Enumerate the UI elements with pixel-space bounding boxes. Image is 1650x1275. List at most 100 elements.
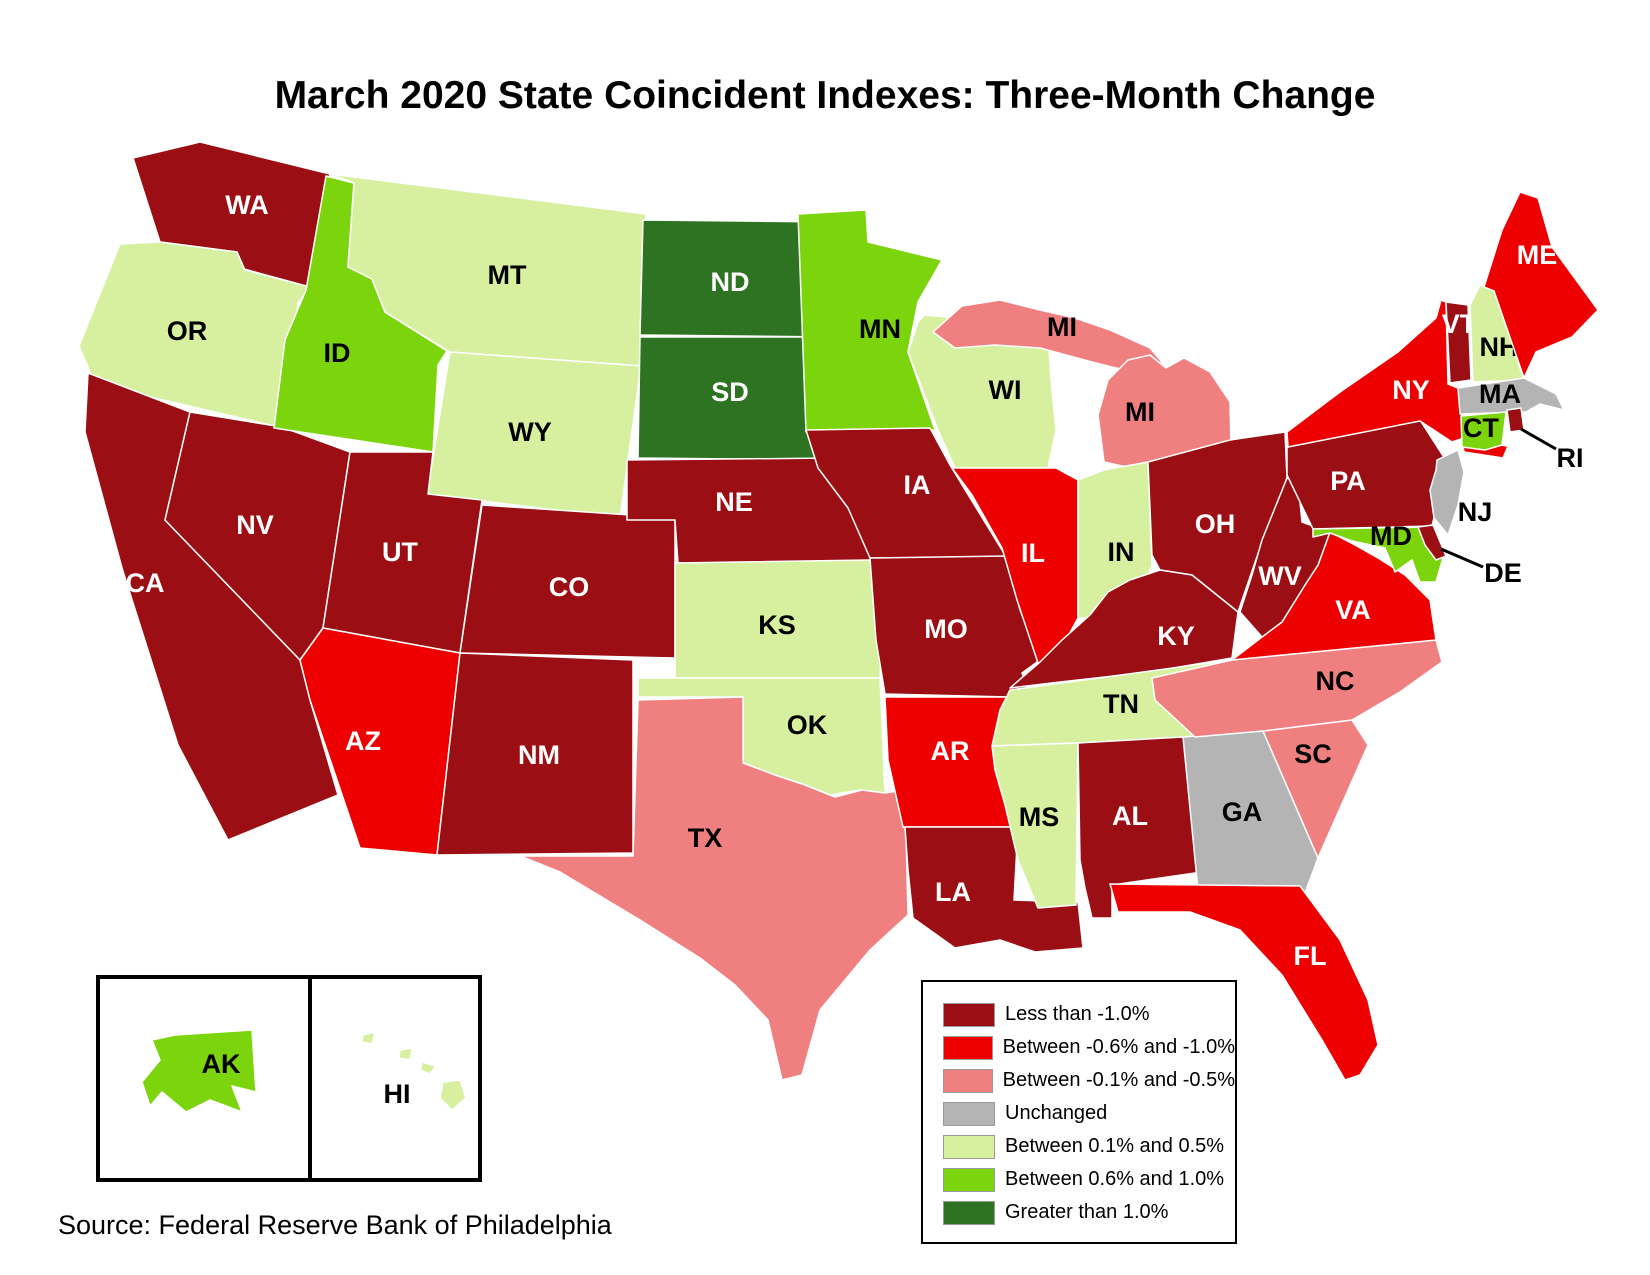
state-label-FL: FL (1294, 941, 1327, 971)
inset-boxes (96, 975, 482, 1182)
state-shape-NY (1286, 299, 1471, 448)
state-label-SD: SD (711, 377, 749, 407)
state-label-TX: TX (688, 823, 723, 853)
legend-item: Greater than 1.0% (943, 1196, 1235, 1229)
state-label-MD: MD (1370, 521, 1412, 551)
legend-swatch-dark-red (943, 1002, 995, 1027)
state-label-NY: NY (1392, 375, 1430, 405)
state-OH: OH (1147, 431, 1288, 613)
state-shape-MS (991, 742, 1079, 909)
state-label-MN: MN (859, 314, 901, 344)
state-CT: CT (1460, 411, 1507, 451)
state-OR: OR (78, 241, 311, 429)
state-HI: HI (361, 1031, 467, 1111)
state-shape-KY (1009, 569, 1239, 689)
state-label-MS: MS (1019, 802, 1060, 832)
legend-item: Between 0.1% and 0.5% (943, 1130, 1235, 1163)
state-label-GA: GA (1222, 797, 1263, 827)
states-layer: WA OR CA NV ID MT WY UT AZ CO NM ND SD NE KS OK TX MN IA MO… (78, 141, 1599, 1113)
map-title: March 2020 State Coincident Indexes: Thr… (274, 74, 1376, 117)
state-WV: WV (1239, 477, 1331, 638)
state-label-CT: CT (1463, 413, 1499, 443)
state-label-IN: IN (1108, 537, 1135, 567)
callout-line-DE (1440, 547, 1484, 569)
legend-item-label: Unchanged (1005, 1102, 1108, 1124)
state-NY: NY (1286, 299, 1509, 459)
state-AZ: AZ (299, 627, 461, 856)
state-shape-NJ (1429, 449, 1465, 536)
state-NH: NH (1469, 284, 1525, 383)
state-IA: IA (805, 427, 1008, 559)
state-NV: NV (164, 411, 351, 661)
state-shape-HI (398, 1047, 413, 1061)
state-shape-HI (361, 1031, 376, 1045)
state-label-WY: WY (508, 417, 552, 447)
state-label-NC: NC (1316, 666, 1355, 696)
state-shape-TX (519, 696, 909, 1081)
state-label-NM: NM (518, 740, 560, 770)
state-label-IA: IA (904, 470, 931, 500)
state-label-NV: NV (236, 510, 274, 540)
legend-item-label: Between -0.6% and -1.0% (1002, 1036, 1235, 1058)
state-VA: VA (1231, 531, 1437, 661)
state-shape-OH (1147, 431, 1288, 613)
state-shape-AK (141, 1029, 257, 1113)
state-label-CA: CA (126, 568, 165, 598)
state-shape-ME (1483, 191, 1599, 379)
legend-swatch-red (943, 1035, 993, 1060)
state-label-MO: MO (924, 614, 968, 644)
state-WY: WY (426, 351, 642, 519)
state-label-ID: ID (324, 338, 351, 368)
state-LA: LA (904, 826, 1084, 953)
state-label-AL: AL (1112, 801, 1148, 831)
legend-item-label: Less than -1.0% (1005, 1003, 1150, 1025)
legend-item-label: Between 0.6% and 1.0% (1005, 1168, 1225, 1190)
state-ID: ID (273, 175, 448, 453)
state-label-KY: KY (1157, 621, 1195, 651)
legend-item: Between -0.6% and -1.0% (943, 1031, 1235, 1064)
source-note: Source: Federal Reserve Bank of Philadel… (58, 1210, 612, 1240)
state-UT: UT (322, 451, 483, 654)
state-label-DE: DE (1484, 558, 1522, 588)
state-MI: MI MI (932, 299, 1232, 469)
state-label-TN: TN (1103, 689, 1139, 719)
state-label-AZ: AZ (345, 726, 381, 756)
state-AL: AL (1077, 736, 1203, 919)
state-label-WA: WA (225, 190, 269, 220)
state-label-WV: WV (1258, 561, 1302, 591)
state-label-UT: UT (382, 537, 418, 567)
state-shape-MA (1457, 377, 1565, 415)
state-label-OH: OH (1195, 509, 1236, 539)
state-NC: NC (1151, 639, 1443, 738)
state-NJ: NJ (1429, 449, 1492, 536)
state-MT: MT (329, 173, 647, 367)
state-shape-HI (439, 1079, 467, 1111)
legend-swatch-pale-green (943, 1134, 995, 1159)
state-SD: SD (637, 336, 836, 461)
legend-item-label: Between -0.1% and -0.5% (1002, 1069, 1235, 1091)
state-ME: ME (1483, 191, 1599, 379)
legend-item: Less than -1.0% (943, 998, 1235, 1031)
legend-item-label: Between 0.1% and 0.5% (1005, 1135, 1225, 1157)
state-label-ND: ND (711, 267, 750, 297)
state-DE: DE (1417, 524, 1522, 588)
state-SC: SC (1262, 719, 1369, 859)
state-shape-LA (904, 826, 1084, 953)
legend-item-label: Greater than 1.0% (1005, 1201, 1169, 1223)
state-label-ME: ME (1517, 240, 1558, 270)
callout-line-RI (1520, 427, 1557, 451)
state-shape-MI (932, 299, 1163, 375)
state-MA: MA (1457, 377, 1565, 415)
state-label-WI: WI (989, 375, 1022, 405)
state-label-PA: PA (1330, 466, 1366, 496)
state-label-OR: OR (167, 316, 208, 346)
state-WI: WI (907, 314, 1057, 469)
state-CA: CA (84, 372, 339, 841)
legend-swatch-gray (943, 1101, 995, 1126)
state-TX: TX (519, 696, 909, 1081)
state-KS: KS (674, 559, 886, 679)
state-shape-CT (1460, 411, 1507, 451)
state-NM: NM (436, 652, 634, 856)
state-AR: AR (884, 696, 1024, 828)
